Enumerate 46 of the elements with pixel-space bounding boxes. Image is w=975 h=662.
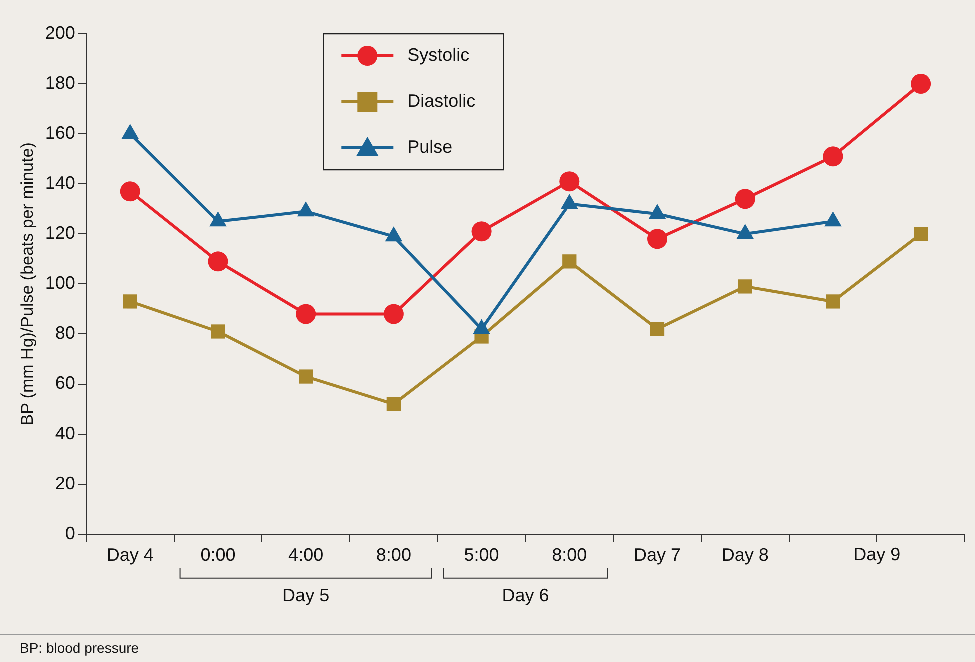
legend-label: Pulse	[408, 136, 453, 157]
x-tick-label: Day 7	[634, 545, 682, 566]
point	[914, 227, 928, 242]
point	[562, 254, 577, 269]
text: BP: blood pressure	[20, 640, 140, 656]
point	[650, 322, 665, 336]
point	[911, 74, 932, 94]
point	[472, 222, 492, 242]
point	[299, 370, 314, 384]
point	[386, 397, 401, 412]
text: Day 9	[854, 544, 901, 564]
legend-label: Diastolic	[408, 90, 476, 111]
y-tick-label: 180	[45, 73, 76, 94]
x-tick-label: 8:00	[376, 545, 412, 566]
y-tick-label: 120	[45, 223, 76, 244]
y-tick-label: 60	[55, 373, 76, 394]
point	[738, 280, 752, 294]
y-tick-label: 40	[55, 423, 76, 444]
point	[123, 294, 138, 309]
y-tick-label: 20	[55, 473, 76, 494]
point	[296, 304, 316, 324]
point	[826, 294, 840, 309]
text: Day 6	[502, 585, 550, 606]
x-tick-label: 4:00	[288, 545, 324, 566]
x-tick-label: Day 4	[106, 545, 154, 566]
point	[208, 252, 228, 272]
y-tick-label: 160	[45, 123, 76, 144]
text: Day 5	[282, 585, 330, 606]
y-tick-label: 200	[45, 22, 76, 43]
y-axis-title: BP (mm Hg)/Pulse (beats per minute)	[18, 142, 37, 426]
y-tick-label: 140	[45, 173, 76, 194]
legend-label: Systolic	[408, 44, 470, 65]
point	[211, 324, 226, 339]
x-tick-label: 8:00	[552, 545, 588, 566]
point	[823, 146, 844, 167]
point	[120, 182, 140, 202]
point	[560, 172, 580, 192]
x-tick-label: Day 8	[722, 545, 769, 566]
point	[648, 229, 668, 250]
point	[384, 304, 404, 324]
y-tick-label: 80	[55, 323, 76, 344]
y-tick-label: 100	[45, 273, 76, 294]
y-tick-label: 0	[65, 523, 76, 544]
x-tick-label: 5:00	[464, 545, 500, 566]
point	[735, 189, 756, 210]
x-tick-label: 0:00	[200, 545, 236, 566]
